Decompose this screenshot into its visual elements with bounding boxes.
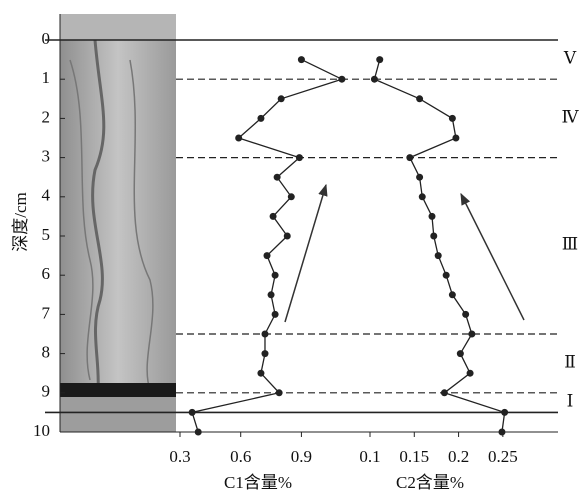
data-point [263, 252, 271, 260]
y-tick-label: 7 [42, 303, 51, 322]
data-point [297, 56, 305, 64]
data-point [462, 310, 470, 318]
data-point [283, 232, 291, 240]
data-point [261, 330, 269, 338]
data-point [448, 114, 456, 122]
data-point [194, 428, 202, 436]
data-point [188, 408, 196, 416]
data-point [235, 134, 243, 142]
data-point [501, 408, 509, 416]
data-point [295, 154, 303, 162]
y-tick-label: 9 [42, 382, 51, 401]
y-tick-label: 0 [42, 29, 51, 48]
y-tick-label: 4 [42, 186, 51, 205]
x-tick-label: 0.25 [488, 447, 518, 466]
data-point [271, 271, 279, 279]
data-point [416, 173, 424, 181]
y-axis-label: 深度/cm [11, 192, 30, 252]
x-tick-label: 0.3 [169, 447, 190, 466]
data-point [275, 389, 283, 397]
zone-label: Ⅲ [562, 235, 578, 254]
x-tick-label: 0.2 [448, 447, 469, 466]
data-point [466, 369, 474, 377]
data-point [271, 310, 279, 318]
data-point [452, 134, 460, 142]
trend-arrow [284, 183, 328, 323]
data-point [442, 271, 450, 279]
data-point [448, 291, 456, 299]
x-tick-label: 0.1 [359, 447, 380, 466]
y-tick-label: 10 [33, 421, 50, 440]
zone-label: Ⅳ [562, 107, 580, 126]
data-point [370, 75, 378, 83]
data-point [416, 95, 424, 103]
data-point [273, 173, 281, 181]
zone-label: Ⅰ [567, 392, 574, 411]
data-point [287, 193, 295, 201]
x-axis-label: C1含量% [224, 473, 292, 492]
x-axis-label: C2含量% [396, 473, 464, 492]
data-point [257, 114, 265, 122]
data-point [430, 232, 438, 240]
zone-label: Ⅱ [564, 352, 576, 371]
y-tick-label: 8 [42, 343, 51, 362]
data-point [269, 212, 277, 220]
data-point [418, 193, 426, 201]
data-point [498, 428, 506, 436]
data-point [428, 212, 436, 220]
x-tick-label: 0.6 [230, 447, 251, 466]
core-photo [60, 14, 176, 432]
y-tick-label: 3 [42, 147, 51, 166]
x-tick-label: 0.9 [291, 447, 312, 466]
data-point [376, 56, 384, 64]
y-tick-label: 2 [42, 107, 51, 126]
data-point [267, 291, 275, 299]
y-tick-label: 5 [42, 225, 51, 244]
y-tick-label: 1 [42, 68, 51, 87]
data-line [373, 59, 506, 433]
data-point [257, 369, 265, 377]
y-tick-label: 6 [42, 264, 51, 283]
data-point [456, 350, 464, 358]
data-point [434, 252, 442, 260]
data-point [406, 154, 414, 162]
data-line [191, 59, 344, 433]
data-point [440, 389, 448, 397]
data-point [277, 95, 285, 103]
trend-arrow [460, 192, 525, 321]
zone-label: Ⅴ [563, 49, 577, 68]
data-point [338, 75, 346, 83]
x-tick-label: 0.15 [399, 447, 429, 466]
data-point [468, 330, 476, 338]
data-point [261, 350, 269, 358]
